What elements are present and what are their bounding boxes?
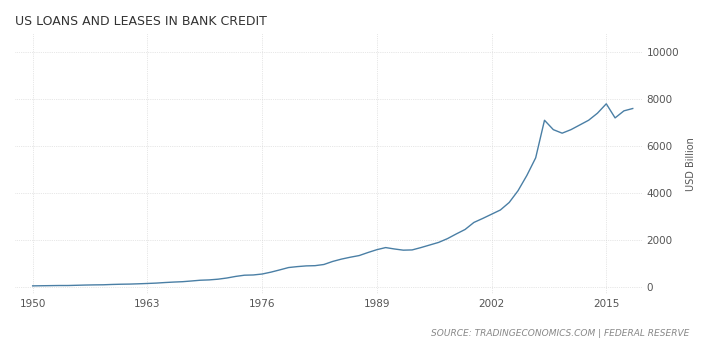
- Text: SOURCE: TRADINGECONOMICS.COM | FEDERAL RESERVE: SOURCE: TRADINGECONOMICS.COM | FEDERAL R…: [432, 329, 690, 338]
- Y-axis label: USD Billion: USD Billion: [686, 137, 696, 191]
- Text: US LOANS AND LEASES IN BANK CREDIT: US LOANS AND LEASES IN BANK CREDIT: [15, 15, 267, 28]
